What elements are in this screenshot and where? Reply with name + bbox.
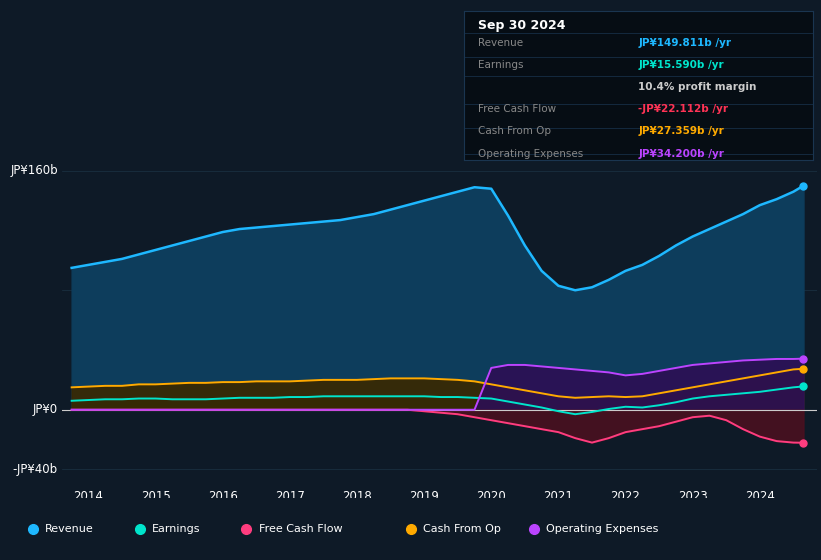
Text: Sep 30 2024: Sep 30 2024 [478, 18, 566, 31]
Text: 10.4% profit margin: 10.4% profit margin [639, 82, 757, 92]
Text: -JP¥22.112b /yr: -JP¥22.112b /yr [639, 104, 728, 114]
Text: JP¥0: JP¥0 [33, 403, 57, 416]
Text: Free Cash Flow: Free Cash Flow [478, 104, 556, 114]
Text: JP¥27.359b /yr: JP¥27.359b /yr [639, 127, 724, 137]
Text: JP¥160b: JP¥160b [10, 164, 57, 178]
Text: Earnings: Earnings [152, 524, 200, 534]
Text: Operating Expenses: Operating Expenses [546, 524, 658, 534]
Text: Operating Expenses: Operating Expenses [478, 148, 583, 158]
Text: Revenue: Revenue [478, 38, 523, 48]
Text: Earnings: Earnings [478, 60, 523, 70]
Text: JP¥149.811b /yr: JP¥149.811b /yr [639, 38, 732, 48]
Text: JP¥34.200b /yr: JP¥34.200b /yr [639, 148, 724, 158]
Text: Cash From Op: Cash From Op [478, 127, 551, 137]
Text: Cash From Op: Cash From Op [423, 524, 501, 534]
Text: Free Cash Flow: Free Cash Flow [259, 524, 342, 534]
Text: Revenue: Revenue [45, 524, 94, 534]
Text: JP¥15.590b /yr: JP¥15.590b /yr [639, 60, 724, 70]
Text: -JP¥40b: -JP¥40b [12, 463, 57, 476]
